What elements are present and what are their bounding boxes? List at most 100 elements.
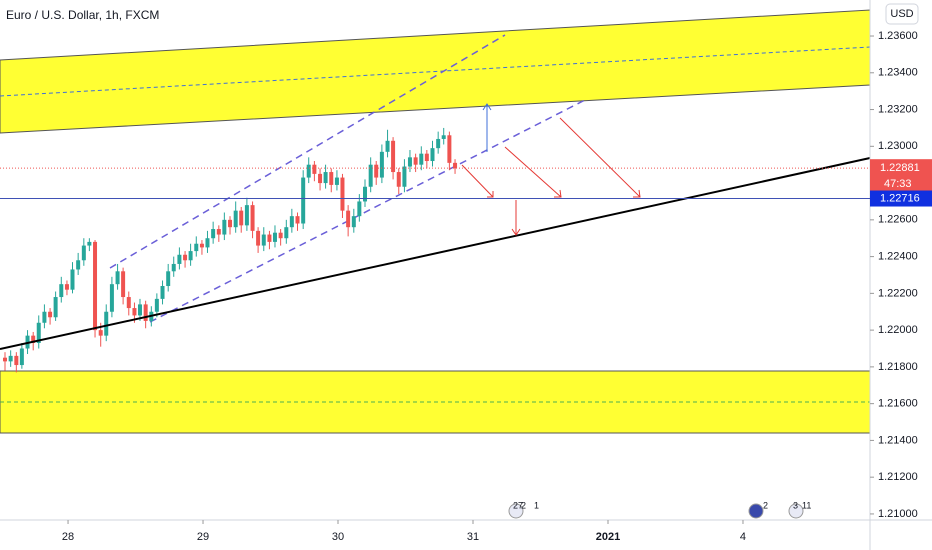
candle-body xyxy=(441,135,446,139)
event-label: 27 xyxy=(513,500,523,510)
candle-body xyxy=(407,157,412,167)
candle-body xyxy=(183,254,188,261)
candle-body xyxy=(256,230,261,246)
channel-lower xyxy=(149,99,586,323)
channel-upper xyxy=(109,34,506,269)
price-line-box xyxy=(870,190,932,207)
candle-body xyxy=(289,216,294,228)
candle-body xyxy=(104,311,109,336)
y-tick-label: 1.21600 xyxy=(878,398,918,410)
candle-body xyxy=(385,140,390,152)
candle-body xyxy=(42,311,47,323)
candles xyxy=(2,127,458,373)
event-label: 1 xyxy=(534,500,539,510)
candle-body xyxy=(301,177,306,224)
x-tick-label: 30 xyxy=(332,531,344,543)
candle-body xyxy=(70,269,75,290)
candle-body xyxy=(334,177,339,185)
y-tick-label: 1.23600 xyxy=(878,30,918,42)
candle-body xyxy=(194,243,199,252)
x-tick-label: 2021 xyxy=(596,531,620,543)
event-icon xyxy=(788,503,804,519)
countdown-label: 47:33 xyxy=(884,178,912,190)
candle-body xyxy=(419,153,424,165)
arrows xyxy=(461,117,641,236)
candle-body xyxy=(98,330,103,336)
event-icon xyxy=(508,503,524,519)
candle-body xyxy=(351,216,356,228)
candle-body xyxy=(346,210,351,228)
candle-body xyxy=(81,245,86,261)
chart-title: Euro / U.S. Dollar, 1h, FXCM xyxy=(6,8,159,22)
candle-body xyxy=(430,148,435,162)
candle-body xyxy=(171,263,176,272)
candle-body xyxy=(216,229,221,235)
candle-body xyxy=(447,135,452,163)
candle-body xyxy=(312,164,317,174)
event-label: 11 xyxy=(802,500,811,510)
last-price-label: 1.22881 xyxy=(880,162,920,174)
candle-body xyxy=(8,355,13,362)
candle-body xyxy=(357,201,362,217)
y-tick-label: 1.21200 xyxy=(878,471,918,483)
last-price-box xyxy=(870,159,932,194)
candle-body xyxy=(36,322,41,343)
candle-body xyxy=(239,210,244,226)
candle-body xyxy=(31,335,36,343)
arrow xyxy=(559,117,641,198)
x-tick-label: 29 xyxy=(197,531,209,543)
currency-label[interactable]: USD xyxy=(890,8,913,20)
arrow xyxy=(511,200,521,236)
candle-body xyxy=(48,311,53,318)
x-tick-label: 4 xyxy=(740,531,746,543)
zone-midline xyxy=(0,46,871,97)
candle-body xyxy=(64,284,69,290)
candle-body xyxy=(199,243,204,248)
trend-line xyxy=(0,157,871,350)
x-tick-label: 31 xyxy=(467,531,479,543)
candle-body xyxy=(137,304,142,316)
candle-body xyxy=(329,172,334,185)
candle-body xyxy=(115,271,120,285)
candle-body xyxy=(436,138,441,149)
event-icon xyxy=(748,503,764,519)
candle-body xyxy=(53,297,58,318)
candle-body xyxy=(413,157,418,165)
y-tick-label: 1.21400 xyxy=(878,434,918,446)
candle-body xyxy=(306,164,311,178)
candle-body xyxy=(188,251,193,261)
y-tick-label: 1.21000 xyxy=(878,508,918,520)
candle-body xyxy=(19,348,24,366)
candle-body xyxy=(76,260,81,270)
y-tick-label: 1.22400 xyxy=(878,251,918,263)
candle-body xyxy=(211,229,216,239)
arrow xyxy=(504,146,562,198)
y-tick-label: 1.23400 xyxy=(878,67,918,79)
candle-body xyxy=(121,271,126,298)
candle-body xyxy=(126,297,131,309)
candle-body xyxy=(222,219,227,235)
currency-button[interactable] xyxy=(885,3,919,25)
candle-body xyxy=(87,241,92,246)
candle-body xyxy=(261,234,266,246)
y-tick-label: 1.22200 xyxy=(878,287,918,299)
y-tick-label: 1.22600 xyxy=(878,214,918,226)
candle-body xyxy=(132,308,137,316)
candle-body xyxy=(228,219,233,228)
y-tick-label: 1.23200 xyxy=(878,103,918,115)
candle-body xyxy=(154,298,159,312)
candle-body xyxy=(59,284,64,298)
y-tick-label: 1.21800 xyxy=(878,361,918,373)
candle-body xyxy=(205,238,210,248)
event-label: 3 xyxy=(793,500,798,510)
candle-body xyxy=(177,254,182,264)
candle-body xyxy=(340,177,345,211)
y-tick-label: 1.22000 xyxy=(878,324,918,336)
candle-body xyxy=(374,164,379,178)
candle-body xyxy=(2,357,7,362)
events: 272 1 2 3 11 xyxy=(508,500,811,519)
candle-body xyxy=(233,210,238,228)
candle-body xyxy=(284,227,289,239)
candle-body xyxy=(244,205,249,226)
